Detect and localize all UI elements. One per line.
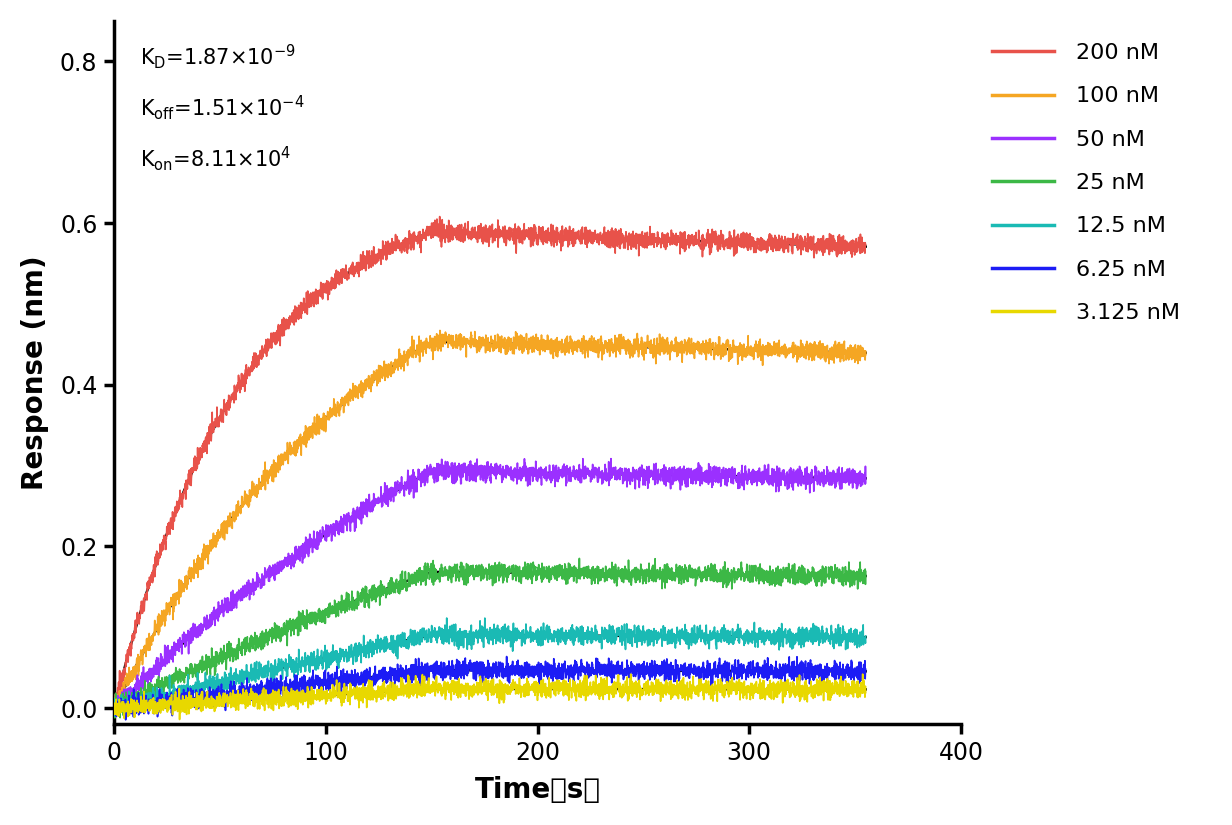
Text: K$_{\mathrm{D}}$=1.87×10$^{-9}$
K$_{\mathrm{off}}$=1.51×10$^{-4}$
K$_{\mathrm{on: K$_{\mathrm{D}}$=1.87×10$^{-9}$ K$_{\mat…: [139, 42, 304, 173]
Y-axis label: Response (nm): Response (nm): [21, 255, 49, 490]
X-axis label: Time（s）: Time（s）: [474, 776, 600, 804]
Legend: 200 nM, 100 nM, 50 nM, 25 nM, 12.5 nM, 6.25 nM, 3.125 nM: 200 nM, 100 nM, 50 nM, 25 nM, 12.5 nM, 6…: [981, 32, 1191, 334]
